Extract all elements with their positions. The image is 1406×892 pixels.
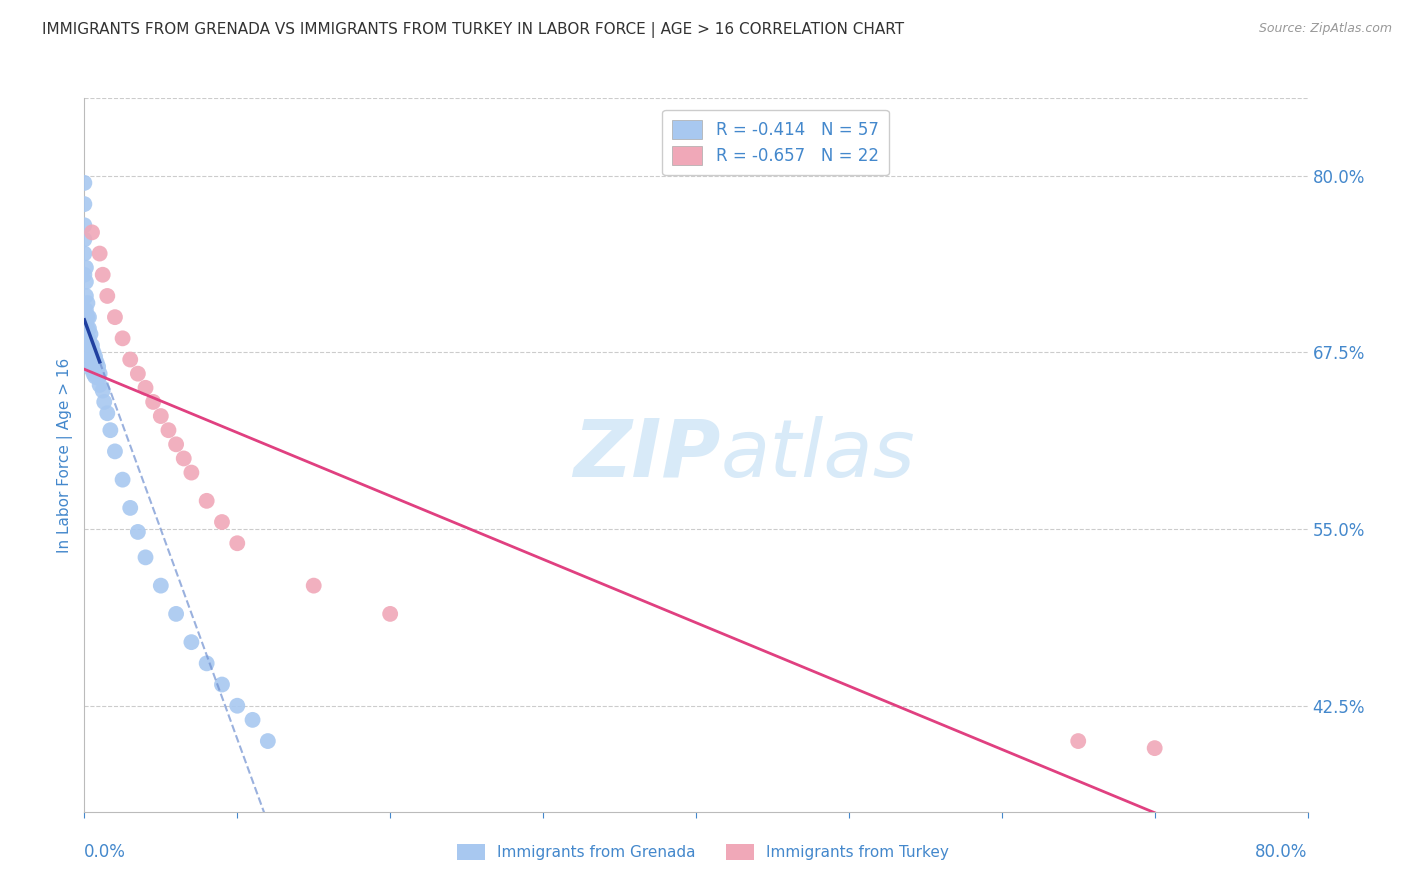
Point bbox=[76, 321, 98, 335]
Point bbox=[80, 225, 103, 239]
Point bbox=[1067, 734, 1090, 748]
Point bbox=[87, 371, 110, 385]
Point bbox=[75, 303, 97, 318]
Point bbox=[79, 338, 101, 352]
Point bbox=[302, 579, 325, 593]
Point bbox=[127, 367, 149, 381]
Point bbox=[120, 352, 142, 367]
Point bbox=[257, 734, 280, 748]
Point bbox=[93, 395, 115, 409]
Point bbox=[75, 260, 97, 275]
Point bbox=[157, 423, 180, 437]
Point bbox=[1143, 741, 1166, 756]
Point bbox=[149, 579, 172, 593]
Point bbox=[165, 437, 187, 451]
Point bbox=[91, 268, 114, 282]
Text: 80.0%: 80.0% bbox=[1256, 843, 1308, 861]
Point bbox=[73, 232, 96, 246]
Point bbox=[165, 607, 187, 621]
Point bbox=[75, 289, 97, 303]
Point bbox=[195, 493, 218, 508]
Point bbox=[79, 327, 101, 342]
Point bbox=[75, 275, 97, 289]
Point bbox=[86, 367, 108, 381]
Legend: R = -0.414   N = 57, R = -0.657   N = 22: R = -0.414 N = 57, R = -0.657 N = 22 bbox=[662, 110, 889, 175]
Point bbox=[77, 344, 100, 359]
Point bbox=[80, 348, 103, 362]
Point bbox=[73, 268, 96, 282]
Point bbox=[76, 310, 98, 325]
Point bbox=[84, 350, 107, 364]
Point bbox=[104, 310, 127, 325]
Point bbox=[77, 333, 100, 347]
Point bbox=[173, 451, 195, 466]
Point bbox=[127, 524, 149, 539]
Point bbox=[75, 317, 97, 331]
Point bbox=[87, 359, 110, 374]
Point bbox=[79, 350, 101, 364]
Point bbox=[211, 677, 233, 691]
Point bbox=[180, 466, 202, 480]
Point bbox=[242, 713, 264, 727]
Point bbox=[83, 367, 105, 381]
Point bbox=[211, 515, 233, 529]
Point bbox=[120, 500, 142, 515]
Point bbox=[84, 369, 107, 384]
Text: ZIP: ZIP bbox=[574, 416, 720, 494]
Point bbox=[380, 607, 402, 621]
Point bbox=[89, 367, 111, 381]
Point bbox=[226, 536, 249, 550]
Point bbox=[86, 355, 108, 369]
Point bbox=[83, 355, 105, 369]
Point bbox=[77, 310, 100, 325]
Point bbox=[80, 359, 103, 374]
Point bbox=[73, 219, 96, 233]
Point bbox=[83, 345, 105, 359]
Point bbox=[89, 378, 111, 392]
Point bbox=[73, 176, 96, 190]
Point bbox=[98, 423, 121, 437]
Point bbox=[226, 698, 249, 713]
Point bbox=[91, 384, 114, 398]
Point bbox=[135, 550, 157, 565]
Point bbox=[77, 355, 100, 369]
Y-axis label: In Labor Force | Age > 16: In Labor Force | Age > 16 bbox=[58, 358, 73, 552]
Point bbox=[73, 197, 96, 211]
Point bbox=[149, 409, 172, 423]
Point bbox=[142, 395, 165, 409]
Point bbox=[80, 338, 103, 352]
Point bbox=[104, 444, 127, 458]
Text: 0.0%: 0.0% bbox=[84, 843, 127, 861]
Legend: Immigrants from Grenada, Immigrants from Turkey: Immigrants from Grenada, Immigrants from… bbox=[451, 838, 955, 866]
Point bbox=[77, 321, 100, 335]
Point bbox=[84, 359, 107, 374]
Point bbox=[180, 635, 202, 649]
Point bbox=[73, 246, 96, 260]
Point bbox=[89, 246, 111, 260]
Point bbox=[96, 406, 118, 420]
Point bbox=[76, 334, 98, 348]
Point bbox=[111, 331, 134, 345]
Point bbox=[195, 657, 218, 671]
Point bbox=[79, 361, 101, 376]
Point bbox=[76, 296, 98, 310]
Text: IMMIGRANTS FROM GRENADA VS IMMIGRANTS FROM TURKEY IN LABOR FORCE | AGE > 16 CORR: IMMIGRANTS FROM GRENADA VS IMMIGRANTS FR… bbox=[42, 22, 904, 38]
Text: atlas: atlas bbox=[720, 416, 915, 494]
Point bbox=[96, 289, 118, 303]
Point bbox=[135, 381, 157, 395]
Text: Source: ZipAtlas.com: Source: ZipAtlas.com bbox=[1258, 22, 1392, 36]
Point bbox=[111, 473, 134, 487]
